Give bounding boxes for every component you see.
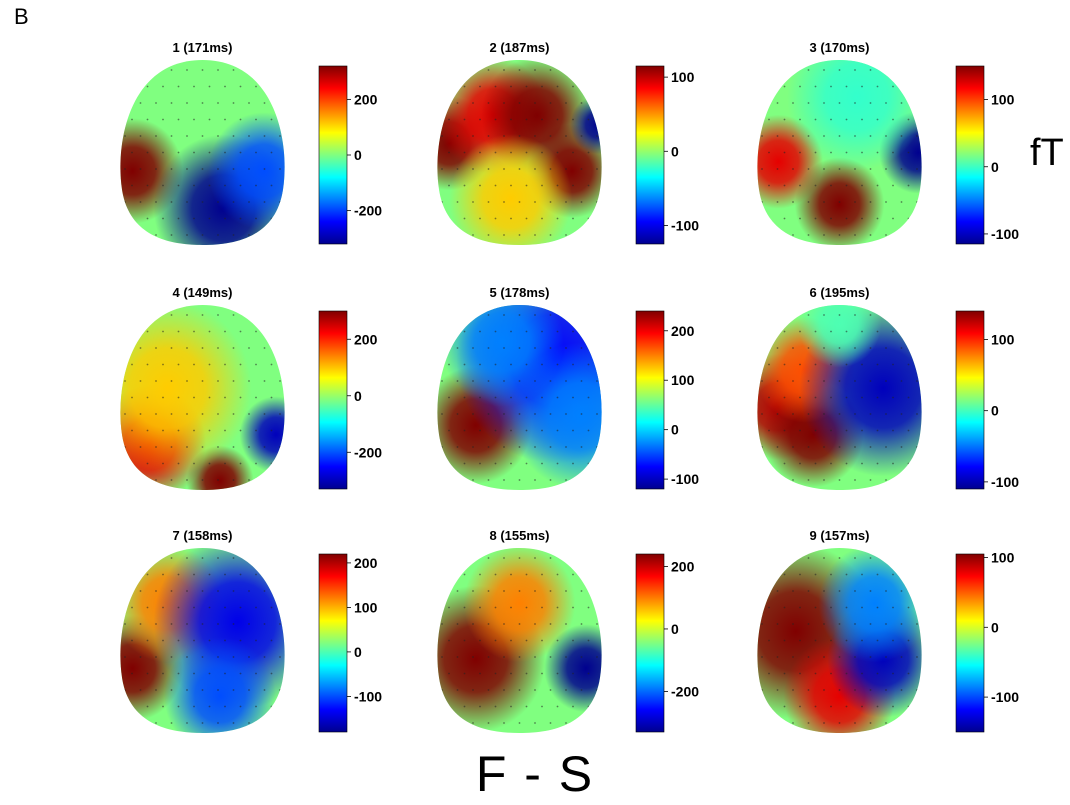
field-blob	[818, 548, 922, 663]
colorbar	[955, 553, 985, 733]
field-blob	[449, 134, 573, 245]
colorbar-tick-label: -100	[991, 226, 1019, 242]
field-blob	[239, 396, 285, 473]
colorbar	[955, 65, 985, 245]
colorbar	[955, 310, 985, 490]
colorbar-tick-label: 0	[354, 644, 362, 660]
colorbar-tick-label: 100	[671, 69, 695, 85]
colorbar-tick-label: 100	[991, 549, 1015, 565]
colorbar-tick-label: 200	[671, 323, 695, 339]
topomap-title: 7 (158ms)	[173, 528, 233, 543]
topomap-8: 8 (155ms) 200 0 -200	[437, 528, 699, 733]
topomap-title: 9 (157ms)	[810, 528, 870, 543]
field-blob	[207, 112, 285, 230]
colorbar-tick-label: 200	[671, 558, 695, 574]
colorbar	[635, 65, 665, 245]
colorbar-tick-label: 100	[991, 92, 1015, 108]
topomap-6: 6 (195ms) 100 0 -100	[757, 285, 1019, 490]
colorbar-tick-label: 100	[671, 372, 695, 388]
colorbar-tick-label: 200	[354, 91, 378, 107]
colorbar-tick-label: 200	[354, 555, 378, 571]
topomap-2: 2 (187ms) 100 0 -100	[437, 40, 699, 245]
topomap-9: 9 (157ms) 100 0 -100	[757, 528, 1019, 733]
colorbar-tick-label: 0	[671, 621, 679, 637]
colorbar	[635, 310, 665, 490]
condition-label: F - S	[475, 746, 595, 802]
topomap-title: 1 (171ms)	[173, 40, 233, 55]
colorbar-tick-label: -100	[671, 471, 699, 487]
colorbar-tick-label: 0	[991, 159, 999, 175]
panel-letter: B	[14, 4, 29, 29]
field-blob	[794, 157, 885, 245]
field-blob	[164, 637, 276, 733]
colorbar-tick-label: -100	[671, 217, 699, 233]
colorbar-tick-label: 0	[671, 422, 679, 438]
field-blob	[797, 305, 882, 368]
colorbar	[635, 553, 665, 733]
field-blob	[463, 548, 576, 663]
colorbar-tick-label: 0	[671, 143, 679, 159]
field-blob	[120, 305, 252, 477]
colorbar-tick-label: 100	[991, 331, 1015, 347]
topomap-title: 8 (155ms)	[490, 528, 550, 543]
colorbar-tick-label: -200	[354, 444, 382, 460]
colorbar-tick-label: 200	[354, 331, 378, 347]
colorbar	[318, 553, 348, 733]
unit-label: fT	[1030, 132, 1064, 174]
topomap-7: 7 (158ms) 200 100 0 -100	[120, 528, 382, 733]
topomap-3: 3 (170ms) 100 0 -100	[757, 40, 1019, 245]
colorbar-tick-label: 0	[991, 403, 999, 419]
colorbar	[318, 310, 348, 490]
topomap-1: 1 (171ms) 200 0 -200	[120, 40, 382, 245]
colorbar	[318, 65, 348, 245]
topomap-title: 4 (149ms)	[173, 285, 233, 300]
field-blob	[544, 624, 602, 713]
colorbar-tick-label: 0	[354, 388, 362, 404]
topomap-title: 6 (195ms)	[810, 285, 870, 300]
colorbar-tick-label: -100	[991, 474, 1019, 490]
field-blob	[570, 95, 602, 155]
colorbar-tick-label: -100	[354, 688, 382, 704]
topomap-4: 4 (149ms) 200 0 -200	[120, 285, 382, 490]
colorbar-tick-label: -100	[991, 689, 1019, 705]
colorbar-tick-label: 0	[991, 619, 999, 635]
colorbar-tick-label: 0	[354, 147, 362, 163]
colorbar-tick-label: 100	[354, 599, 378, 615]
colorbar-tick-label: -200	[354, 203, 382, 219]
colorbar-tick-label: -200	[671, 683, 699, 699]
topomap-title: 2 (187ms)	[490, 40, 550, 55]
topomap-title: 3 (170ms)	[810, 40, 870, 55]
sensor-dots	[761, 557, 918, 724]
topomap-title: 5 (178ms)	[490, 285, 550, 300]
topomap-5: 5 (178ms) 200 100 0 -100	[437, 285, 699, 490]
